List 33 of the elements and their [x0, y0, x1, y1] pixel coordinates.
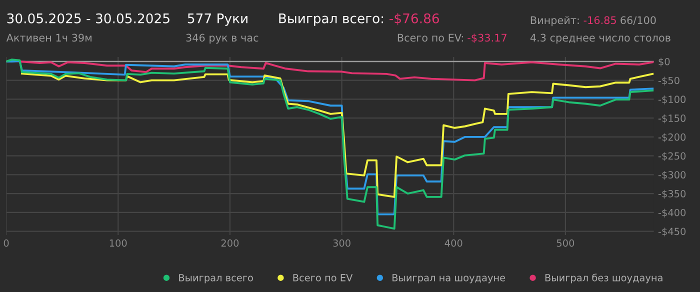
- text: 66/100: [620, 16, 656, 25]
- x-tick-label: 400: [444, 239, 462, 247]
- y-tick-label: $0: [658, 58, 670, 67]
- y-tick-label: -$200: [658, 133, 686, 142]
- line-series: [20, 72, 654, 198]
- text: -16.85: [584, 16, 616, 24]
- y-tick-label: -$100: [658, 96, 686, 104]
- chart-subtitle: Активен 1ч 39м: [6, 34, 92, 42]
- text: Выиграл всего:: [279, 14, 384, 26]
- y-tick-label: -$300: [658, 170, 686, 180]
- text: 577 Руки: [188, 14, 248, 26]
- legend-label: Выиграл без шоудауна: [545, 274, 662, 284]
- text: Винрейт:: [530, 16, 579, 26]
- legend-label: Выиграл на шоудауне: [392, 274, 506, 284]
- y-tick-label: -$50: [658, 76, 680, 86]
- text: -$76.86: [390, 13, 439, 26]
- y-tick-label: -$400: [658, 208, 686, 218]
- text: 4.3 среднее число столов: [530, 34, 670, 44]
- x-tick-label: 0: [4, 239, 9, 247]
- legend-label: Выиграл всего: [179, 274, 253, 284]
- x-tick-label: 100: [110, 239, 127, 247]
- text: 346 рук в час: [186, 34, 258, 44]
- y-tick-label: -$450: [658, 228, 686, 236]
- legend-label: Всего по EV: [293, 274, 353, 282]
- chart-title: 30.05.2025 - 30.05.2025: [7, 13, 170, 24]
- x-tick-label: 300: [333, 239, 350, 247]
- text: -$33.17: [468, 34, 506, 44]
- y-tick-label: -$150: [658, 114, 686, 124]
- x-tick-label: 200: [221, 239, 239, 247]
- y-tick-label: -$250: [658, 152, 686, 161]
- text: Всего по EV:: [398, 34, 463, 42]
- x-tick-label: 500: [556, 239, 574, 247]
- y-tick-label: -$350: [658, 190, 686, 199]
